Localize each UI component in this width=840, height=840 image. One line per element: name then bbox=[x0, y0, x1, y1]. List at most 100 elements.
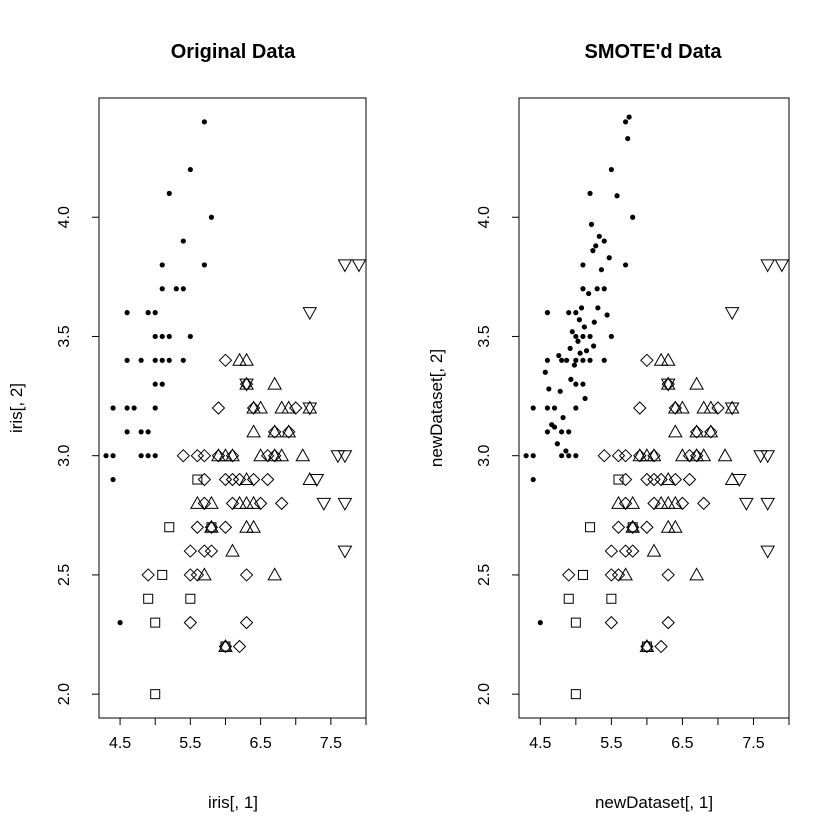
point-diamond bbox=[640, 472, 654, 487]
point-diamond bbox=[597, 448, 611, 463]
y-tick-label: 3.5 bbox=[476, 325, 493, 347]
point-triangle-up bbox=[190, 495, 205, 509]
point-diamond bbox=[611, 520, 626, 534]
point-diamond bbox=[183, 544, 198, 558]
point-dot bbox=[573, 310, 579, 316]
point-triangle-down bbox=[660, 378, 676, 392]
point-dot bbox=[124, 357, 130, 363]
point-triangle-down bbox=[760, 259, 776, 273]
point-diamond bbox=[197, 472, 212, 487]
point-triangle-up bbox=[246, 424, 261, 438]
point-dot bbox=[566, 429, 572, 435]
point-triangle-up bbox=[667, 400, 683, 414]
point-dot bbox=[559, 429, 565, 435]
point-diamond bbox=[654, 639, 668, 654]
x-tick-label: 7.5 bbox=[320, 735, 342, 752]
point-triangle-up bbox=[239, 376, 254, 390]
point-triangle-down bbox=[302, 402, 318, 416]
point-dot bbox=[152, 333, 158, 340]
point-diamond bbox=[183, 615, 198, 630]
point-triangle-down bbox=[753, 450, 768, 464]
point-dot bbox=[580, 333, 586, 340]
point-dot bbox=[124, 310, 130, 316]
point-dot bbox=[166, 357, 172, 363]
point-dot bbox=[138, 429, 144, 435]
point-dot bbox=[145, 429, 151, 435]
point-triangle-up bbox=[639, 448, 655, 462]
point-dot bbox=[593, 243, 599, 249]
chart-title: SMOTE'd Data bbox=[585, 41, 723, 63]
point-dot bbox=[124, 429, 130, 435]
x-tick-label: 6.5 bbox=[671, 735, 693, 752]
point-dot bbox=[159, 381, 165, 387]
point-dot bbox=[596, 233, 602, 239]
point-triangle-up bbox=[246, 519, 261, 533]
point-triangle-down bbox=[337, 259, 353, 273]
point-diamond bbox=[618, 544, 633, 558]
point-dot bbox=[587, 333, 593, 340]
point-dot bbox=[131, 405, 137, 411]
y-tick-label: 3.0 bbox=[476, 444, 493, 466]
point-dot bbox=[578, 305, 585, 311]
y-tick-label: 3.0 bbox=[56, 444, 73, 466]
point-dot bbox=[630, 214, 636, 220]
point-diamond bbox=[141, 568, 155, 582]
point-triangle-up bbox=[660, 495, 676, 509]
point-triangle-up bbox=[653, 495, 669, 509]
point-dot bbox=[173, 286, 179, 292]
point-diamond bbox=[225, 472, 240, 487]
axis-ticks: 4.5 5.5 6.5 7.5 2.0 2.5 3.0 3.5 4.0 bbox=[56, 206, 367, 752]
point-dot bbox=[110, 476, 116, 483]
point-triangle-down bbox=[760, 450, 776, 464]
point-square bbox=[606, 593, 617, 604]
point-triangle-up bbox=[703, 400, 719, 414]
point-dot bbox=[559, 453, 565, 459]
point-dot bbox=[560, 414, 566, 421]
x-tick-label: 5.5 bbox=[179, 735, 201, 752]
point-diamond bbox=[618, 472, 633, 487]
point-diamond bbox=[183, 568, 198, 582]
point-triangle-up bbox=[225, 543, 240, 557]
point-dot bbox=[544, 429, 551, 435]
point-dot bbox=[582, 395, 588, 402]
point-diamond bbox=[197, 448, 212, 463]
point-diamond bbox=[704, 425, 718, 439]
point-triangle-down bbox=[316, 497, 332, 511]
point-diamond bbox=[218, 353, 233, 368]
point-dot bbox=[573, 357, 579, 363]
point-triangle-up bbox=[675, 448, 690, 462]
point-triangle-down bbox=[724, 402, 740, 416]
point-diamond bbox=[204, 544, 219, 558]
point-dot bbox=[138, 453, 144, 459]
point-triangle-up bbox=[667, 519, 683, 533]
point-triangle-up bbox=[253, 400, 268, 414]
point-dot bbox=[590, 248, 596, 254]
x-axis-label: iris[, 1] bbox=[208, 793, 258, 812]
point-triangle-up bbox=[689, 376, 704, 390]
point-triangle-up bbox=[632, 448, 648, 462]
point-triangle-down bbox=[760, 497, 776, 511]
point-triangle-up bbox=[667, 495, 683, 509]
x-tick-label: 4.5 bbox=[109, 735, 131, 752]
point-dot bbox=[557, 388, 563, 394]
y-tick-label: 4.0 bbox=[56, 206, 73, 228]
point-diamond bbox=[640, 520, 654, 534]
point-dot bbox=[601, 286, 607, 292]
point-triangle-up bbox=[646, 448, 662, 462]
y-tick-label: 2.5 bbox=[56, 564, 73, 586]
point-dot bbox=[567, 345, 573, 351]
point-diamond bbox=[190, 448, 205, 463]
point-triangle-up bbox=[281, 400, 297, 414]
point-dot bbox=[110, 453, 116, 459]
point-diamond bbox=[218, 472, 233, 487]
point-diamond bbox=[239, 615, 254, 630]
point-dot bbox=[591, 319, 597, 325]
point-diamond bbox=[282, 425, 296, 439]
point-dot bbox=[546, 386, 552, 392]
x-tick-label: 7.5 bbox=[742, 735, 764, 752]
point-dot bbox=[551, 424, 558, 430]
point-square bbox=[613, 474, 624, 485]
point-triangle-up bbox=[696, 400, 712, 414]
point-dot bbox=[152, 310, 158, 316]
